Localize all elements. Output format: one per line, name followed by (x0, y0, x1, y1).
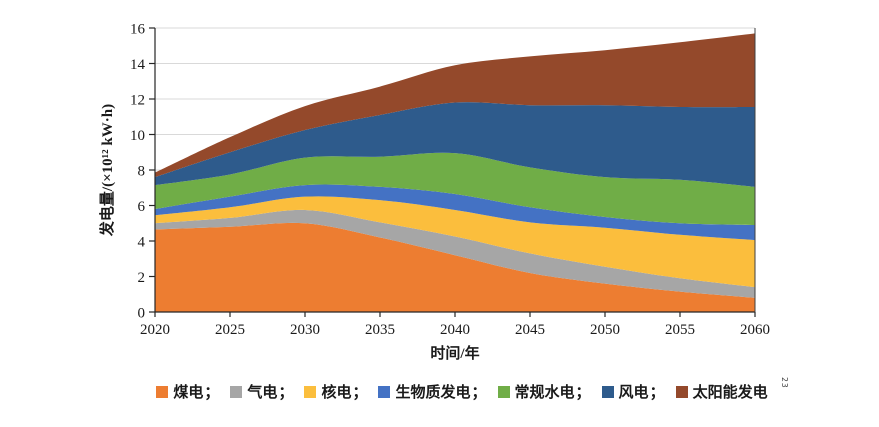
legend-swatch-solar (675, 385, 688, 398)
area-wind (155, 102, 755, 187)
y-tick-label: 6 (138, 199, 146, 215)
y-tick-label: 8 (138, 163, 146, 179)
area-solar (155, 33, 755, 178)
x-tick-label: 2030 (290, 322, 320, 338)
legend-label: 生物质发电 (395, 385, 471, 401)
legend-label: 气电 (247, 385, 278, 401)
legend-item-solar: 太阳能发电 (675, 381, 768, 402)
legend-label: 风电 (618, 385, 649, 401)
y-tick-label: 14 (130, 57, 146, 73)
x-tick-label: 2060 (740, 322, 770, 338)
legend-separator: ； (649, 385, 665, 401)
legend-swatch-nuclear (304, 385, 317, 398)
x-tick-label: 2040 (440, 322, 470, 338)
chart-legend: 煤电；气电；核电；生物质发电；常规水电；风电；太阳能发电 (28, 381, 879, 402)
area-hydro (155, 152, 755, 226)
legend-separator: ； (575, 385, 591, 401)
page-margin-artifact: 23 (780, 377, 789, 389)
legend-item-hydro: 常规水电； (497, 381, 591, 402)
y-tick-label: 4 (138, 234, 146, 250)
legend-swatch-wind (601, 385, 614, 398)
x-tick-label: 2020 (140, 322, 170, 338)
legend-swatch-biomass (378, 385, 391, 398)
legend-label: 太阳能发电 (692, 385, 768, 401)
legend-swatch-coal (156, 385, 169, 398)
area-series (155, 33, 755, 312)
legend-label: 常规水电 (514, 385, 575, 401)
y-axis-title: 发电量/(×10¹² kW·h) (98, 104, 116, 237)
x-axis-title: 时间/年 (430, 344, 479, 362)
y-tick-label: 10 (130, 128, 145, 144)
y-tick-label: 12 (130, 92, 145, 108)
tick-labels: 0 2 4 6 8 10 12 14 16 2020 2025 2030 2035 2040 2045 205… (130, 21, 770, 338)
x-tick-label: 2045 (515, 322, 545, 338)
legend-separator: ； (352, 385, 368, 401)
legend-swatch-gas (230, 385, 243, 398)
legend-item-gas: 气电； (230, 381, 293, 402)
legend-separator: ； (471, 385, 487, 401)
area-coal (155, 222, 755, 312)
legend-item-nuclear: 核电； (304, 381, 367, 402)
axes (149, 27, 756, 317)
area-biomass (155, 184, 755, 241)
area-nuclear (155, 196, 755, 288)
stacked-area-plot: 0 2 4 6 8 10 12 14 16 2020 2025 2030 2035 2040 2045 205… (98, 21, 770, 362)
area-gas (155, 209, 755, 298)
legend-label: 煤电 (173, 385, 204, 401)
legend-item-coal: 煤电； (156, 381, 219, 402)
legend-label: 核电 (321, 385, 352, 401)
y-tick-label: 2 (138, 270, 146, 286)
x-tick-label: 2055 (665, 322, 695, 338)
legend-separator: ； (278, 385, 294, 401)
x-tick-label: 2050 (590, 322, 620, 338)
legend-swatch-hydro (497, 385, 510, 398)
legend-item-biomass: 生物质发电； (378, 381, 487, 402)
y-tick-label: 0 (138, 305, 146, 321)
x-tick-label: 2035 (365, 322, 395, 338)
legend-item-wind: 风电； (601, 381, 665, 402)
y-tick-label: 16 (130, 21, 146, 37)
x-tick-label: 2025 (215, 322, 245, 338)
legend-separator: ； (204, 385, 220, 401)
